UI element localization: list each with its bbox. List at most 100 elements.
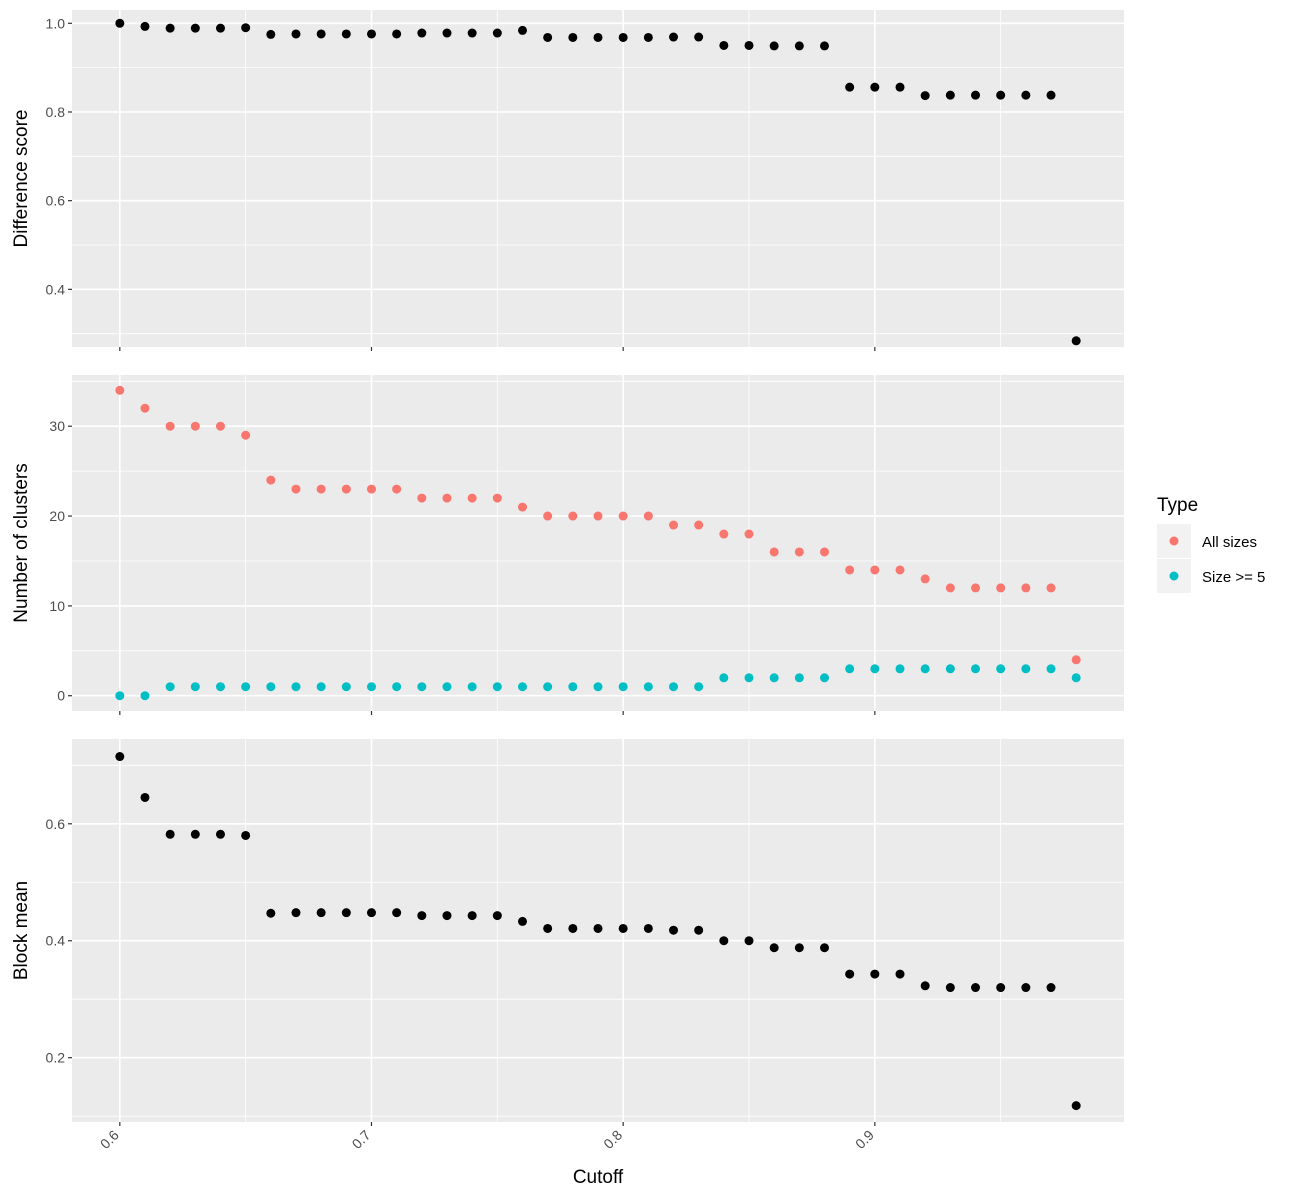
data-point — [895, 82, 905, 92]
data-point — [543, 32, 553, 42]
data-point — [215, 829, 225, 839]
series-difference-score — [115, 18, 1081, 346]
data-point — [593, 32, 603, 42]
data-point — [266, 29, 276, 39]
data-point — [895, 664, 905, 674]
data-point — [1021, 583, 1031, 593]
data-point — [316, 908, 326, 918]
data-point — [165, 682, 175, 692]
x-tick-label: 0.8 — [600, 1127, 625, 1152]
data-point — [417, 911, 427, 921]
data-point — [442, 493, 452, 503]
data-point — [669, 32, 679, 42]
data-point — [794, 41, 804, 51]
y-tick-label: 10 — [49, 598, 65, 614]
data-point — [115, 18, 125, 28]
data-point — [517, 682, 527, 692]
data-point — [794, 673, 804, 683]
data-point — [669, 925, 679, 935]
data-point — [744, 936, 754, 946]
data-point — [820, 41, 830, 51]
data-point — [366, 682, 376, 692]
data-point — [568, 32, 578, 42]
data-point — [417, 682, 427, 692]
data-point — [316, 682, 326, 692]
data-point — [392, 29, 402, 39]
panel-difference-score: 0.4 0.6 0.8 1.0 Difference score — [11, 10, 1124, 351]
y-tick-label: 1.0 — [46, 15, 66, 31]
data-point — [694, 682, 704, 692]
data-point — [769, 673, 779, 683]
data-point — [442, 682, 452, 692]
data-point — [442, 911, 452, 921]
data-point — [517, 916, 527, 926]
data-point — [366, 908, 376, 918]
data-point — [266, 908, 276, 918]
data-point — [845, 565, 855, 575]
y-tick-label: 0.6 — [46, 816, 66, 832]
data-point — [215, 421, 225, 431]
data-point — [643, 511, 653, 521]
data-point — [266, 475, 276, 485]
series-all-sizes — [115, 385, 1081, 665]
data-point — [1021, 983, 1031, 993]
data-point — [996, 583, 1006, 593]
x-axis-title: Cutoff — [573, 1167, 624, 1188]
data-point — [820, 673, 830, 683]
y-axis-title-difference-score: Difference score — [11, 110, 32, 248]
data-point — [820, 547, 830, 557]
data-point — [165, 829, 175, 839]
data-point — [870, 82, 880, 92]
data-point — [1071, 655, 1081, 665]
legend-key-all-sizes — [1169, 536, 1179, 546]
legend-label-size-5: Size >= 5 — [1202, 569, 1265, 586]
data-point — [971, 983, 981, 993]
data-point — [341, 908, 351, 918]
data-point — [694, 520, 704, 530]
data-point — [266, 682, 276, 692]
data-point — [618, 923, 628, 933]
data-point — [945, 664, 955, 674]
y-tick-label: 30 — [49, 418, 65, 434]
legend-key-size-5 — [1169, 571, 1179, 581]
data-point — [568, 923, 578, 933]
data-point — [945, 90, 955, 100]
data-point — [140, 792, 150, 802]
data-point — [165, 421, 175, 431]
legend-title: Type — [1157, 495, 1198, 516]
data-point — [241, 830, 251, 840]
data-point — [845, 82, 855, 92]
chart-panels: 0.4 0.6 0.8 1.0 Difference score 0 10 20 30 Numbe… — [11, 10, 1124, 1126]
data-point — [1071, 673, 1081, 683]
data-point — [467, 28, 477, 38]
data-point — [291, 908, 301, 918]
data-point — [920, 664, 930, 674]
x-tick-label: 0.6 — [97, 1127, 122, 1152]
data-point — [945, 983, 955, 993]
data-point — [115, 691, 125, 701]
data-point — [895, 565, 905, 575]
data-point — [669, 682, 679, 692]
data-point — [920, 981, 930, 991]
data-point — [920, 91, 930, 101]
data-point — [417, 493, 427, 503]
data-point — [945, 583, 955, 593]
data-point — [543, 923, 553, 933]
data-point — [492, 493, 502, 503]
data-point — [190, 682, 200, 692]
data-point — [190, 23, 200, 33]
data-point — [996, 90, 1006, 100]
data-point — [870, 565, 880, 575]
x-tick-label: 0.9 — [852, 1127, 877, 1152]
data-point — [241, 430, 251, 440]
data-point — [467, 493, 477, 503]
data-point — [1046, 583, 1056, 593]
legend: Type All sizes Size >= 5 — [1157, 495, 1265, 593]
data-point — [794, 547, 804, 557]
data-point — [115, 752, 125, 762]
data-point — [744, 40, 754, 50]
data-point — [643, 923, 653, 933]
data-point — [543, 511, 553, 521]
data-point — [618, 682, 628, 692]
